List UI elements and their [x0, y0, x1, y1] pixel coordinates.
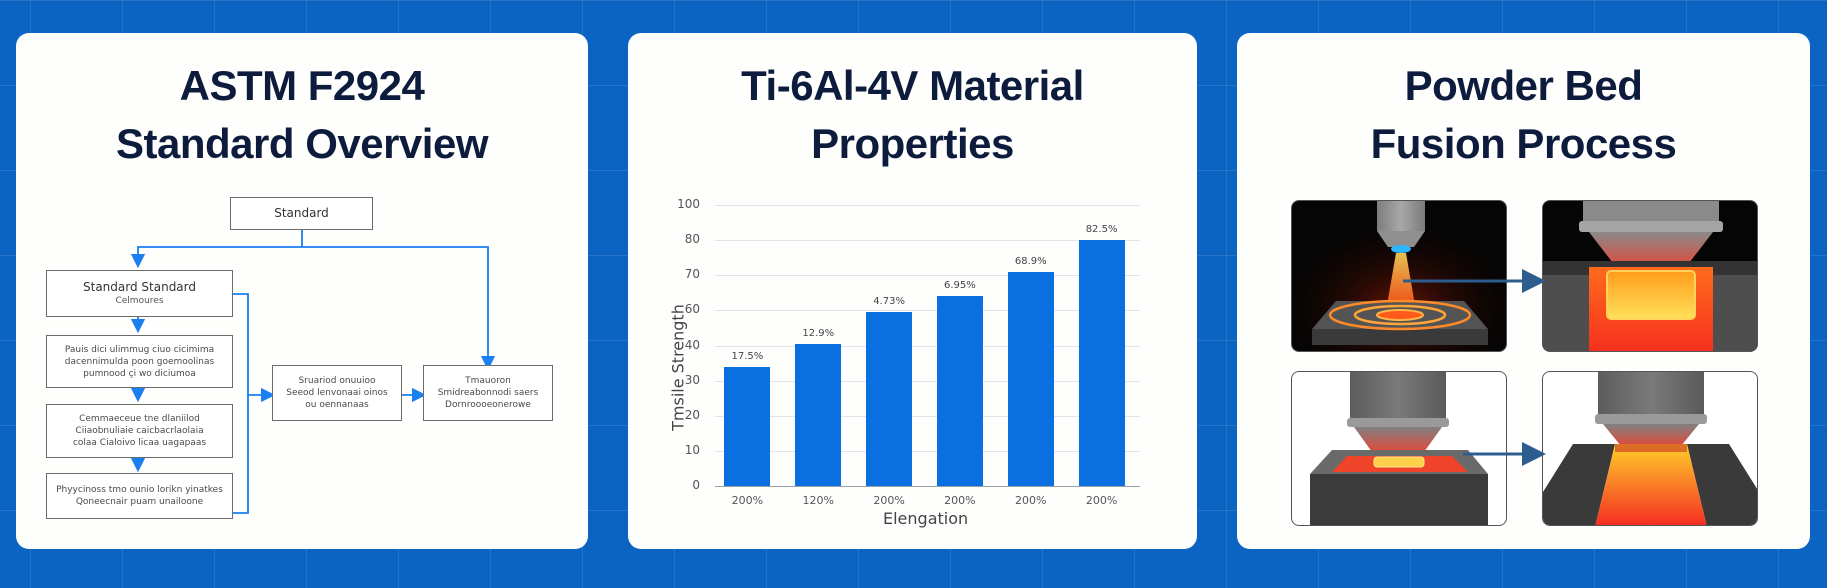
node-line: Smidreabonnodi saers: [437, 388, 539, 398]
y-tick-label: 70: [684, 267, 700, 282]
y-tick-label: 20: [684, 407, 700, 422]
node-line: Ciiaobnuliaie caicbacrlaolaia: [75, 426, 204, 436]
node-line: dacennimulda poon goemoolinas: [64, 356, 215, 367]
node-line: Seeod lenvonaai oinos: [286, 388, 388, 398]
node-line: Phyycinoss tmo ounio lorikn yinatkes: [56, 485, 223, 495]
bar-value-label: 4.73%: [873, 296, 905, 308]
title-line-2: Properties: [811, 120, 1014, 167]
standard-overview-panel: ASTM F2924 Standard Overview Standard: [16, 33, 588, 549]
flow-node-2: Pauis dici ulimmug ciuo cicimima dacenni…: [46, 335, 233, 388]
x-tick-label: 200%: [731, 494, 764, 507]
layer-deposition-illustration: [1291, 371, 1507, 526]
gridline: [715, 275, 1140, 277]
y-tick-label: 100: [677, 197, 700, 211]
panel-title: Powder Bed Fusion Process: [1237, 57, 1810, 173]
title-line-1: Powder Bed: [1404, 62, 1643, 109]
y-tick-label: 10: [684, 442, 700, 457]
node-label: Standard: [274, 206, 329, 220]
gridline: [715, 415, 1140, 417]
node-line: Pauis dici ulimmug ciuo cicimima: [64, 344, 215, 355]
bar-value-label: 6.95%: [944, 280, 976, 292]
bar-value-label: 17.5%: [731, 350, 764, 362]
node-label: Standard Standard: [83, 280, 196, 294]
node-line: ou oennanaas: [305, 400, 369, 410]
bar: [1007, 271, 1054, 486]
solidified-build-illustration: [1542, 371, 1758, 526]
melt-pool-formation-illustration: [1542, 200, 1758, 352]
title-line-2: Fusion Process: [1370, 120, 1677, 167]
flow-node-standard: Standard: [230, 197, 373, 230]
gridline: [715, 450, 1140, 452]
bar: [936, 296, 983, 486]
bar-value-label: 68.9%: [1014, 255, 1047, 267]
y-tick-label: 60: [684, 302, 700, 317]
gridline: [715, 345, 1140, 347]
title-line-1: Ti-6Al-4V Material: [741, 62, 1084, 109]
x-tick-label: 200%: [944, 494, 976, 507]
x-tick-label: 200%: [873, 494, 905, 507]
gridline: [715, 240, 1140, 242]
title-line-1: ASTM F2924: [179, 62, 425, 109]
melt-pool-icon: [1543, 201, 1757, 351]
flow-node-right: Tmauoron Smidreabonnodi saers Dornroooeo…: [423, 365, 553, 421]
flow-node-middle: Sruariod onuuioo Seeod lenvonaai oinos o…: [272, 365, 402, 421]
node-line: Tmauoron: [465, 376, 511, 386]
y-tick-label: 30: [684, 372, 700, 387]
tensile-strength-bar-chart: 100 80 70 60 40 30 20 10 0 17.5% 200% 12.9% 120% 4.7…: [628, 33, 1197, 549]
bar: [795, 343, 842, 486]
panel-title: ASTM F2924 Standard Overview: [16, 57, 588, 173]
solidified-build-icon: [1543, 372, 1757, 525]
node-line: colaa Cialoivo licaa uagapaas: [72, 438, 207, 448]
bar-value-label: 12.9%: [802, 327, 835, 339]
gridline: [715, 380, 1140, 382]
process-flow-arrows: [1403, 269, 1546, 466]
powder-bed-fusion-panel: Powder Bed Fusion Process: [1237, 33, 1810, 549]
bar: [866, 312, 913, 486]
node-line: Dornroooeonerowe: [445, 400, 531, 410]
title-line-2: Standard Overview: [116, 120, 488, 167]
x-tick-label: 200%: [1015, 494, 1047, 507]
bar: [1078, 240, 1125, 486]
node-sublabel: Celmoures: [115, 296, 164, 306]
laser-scanning-icon: [1292, 201, 1506, 351]
x-axis-label: Elengation: [883, 509, 969, 528]
gridline: [715, 205, 1140, 206]
layer-deposition-icon: [1310, 372, 1488, 525]
panel-title: Ti-6Al-4V Material Properties: [628, 57, 1197, 173]
y-tick-label: 0: [692, 478, 700, 492]
flowchart-connectors: [130, 230, 496, 514]
bar: [724, 366, 771, 486]
flow-node-4: Phyycinoss tmo ounio lorikn yinatkes Qon…: [46, 473, 233, 519]
gridline: [715, 310, 1140, 312]
flow-node-3: Cemmaeceue tne dlaniilod Ciiaobnuliaie c…: [46, 404, 233, 458]
node-line: Cemmaeceue tne dlaniilod: [79, 414, 200, 424]
material-properties-panel: Ti-6Al-4V Material Properties 100 80 70 60 4…: [628, 33, 1197, 549]
node-line: Qoneecnair puam unailoone: [75, 497, 204, 507]
bar-value-label: 82.5%: [1085, 224, 1118, 236]
y-axis-label: Tmsile Strength: [668, 304, 688, 431]
flow-node-1: Standard Standard Celmoures: [46, 270, 233, 317]
x-tick-label: 200%: [1085, 494, 1118, 507]
node-line: pumnood çi wo diciumoa: [83, 368, 196, 379]
y-tick-label: 40: [684, 337, 700, 352]
laser-beam-scanning-illustration: [1291, 200, 1507, 352]
y-tick-label: 80: [684, 232, 700, 247]
gridline: [715, 486, 1140, 487]
node-line: Sruariod onuuioo: [298, 376, 376, 386]
x-tick-label: 120%: [802, 494, 834, 507]
